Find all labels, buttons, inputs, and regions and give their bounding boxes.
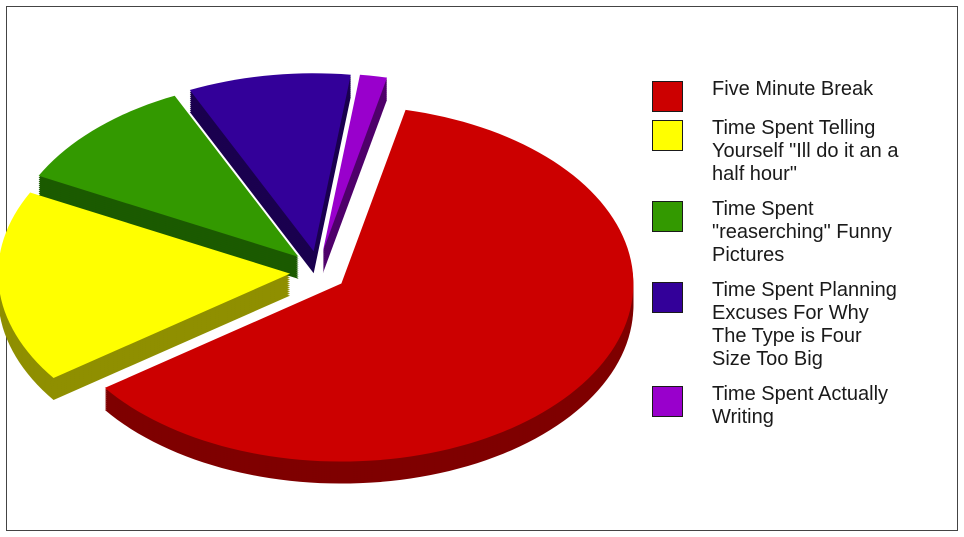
- legend-item-actually-writing: Time Spent Actually Writing: [650, 383, 950, 429]
- legend-item-planning-excuses: Time Spent Planning Excuses For Why The …: [650, 279, 950, 371]
- pie-slice-researching-pictures: [38, 95, 299, 257]
- pie-slice-five-minute-break: [104, 109, 634, 462]
- legend-label: Five Minute Break: [712, 78, 874, 100]
- legend: Five Minute Break Time Spent Telling You…: [650, 78, 950, 441]
- legend-swatch-purple: [652, 386, 683, 417]
- legend-swatch-green: [652, 201, 683, 232]
- legend-item-telling-yourself: Time Spent Telling Yourself "Ill do it a…: [650, 117, 950, 186]
- legend-label: Time Spent "reaserching" Funny Pictures: [712, 198, 892, 266]
- pie-slice-planning-excuses: [189, 73, 351, 252]
- legend-swatch-red: [652, 81, 683, 112]
- legend-item-researching-pictures: Time Spent "reaserching" Funny Pictures: [650, 198, 950, 267]
- legend-swatch-blue: [652, 282, 683, 313]
- legend-swatch-yellow: [652, 120, 683, 151]
- pie-slice-actually-writing: [322, 74, 388, 252]
- legend-item-five-minute-break: Five Minute Break: [650, 78, 950, 112]
- legend-label: Time Spent Actually Writing: [712, 383, 889, 428]
- legend-label: Time Spent Telling Yourself "Ill do it a…: [712, 117, 899, 185]
- pie-slices: [0, 73, 634, 462]
- pie-slice-telling-yourself: [0, 192, 291, 378]
- legend-label: Time Spent Planning Excuses For Why The …: [712, 279, 897, 370]
